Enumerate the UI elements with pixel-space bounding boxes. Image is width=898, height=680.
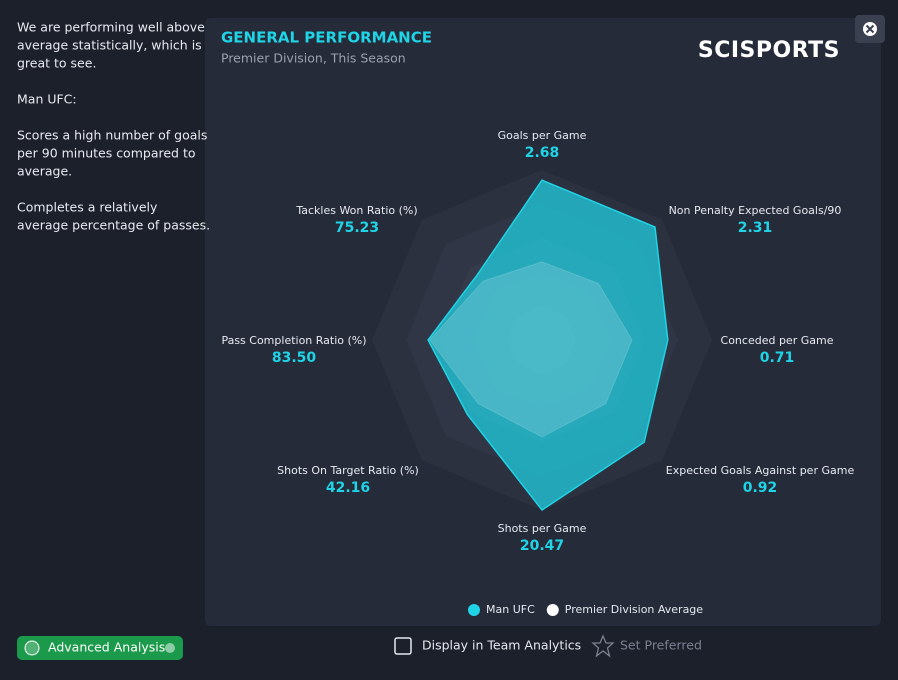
- display-label[interactable]: Display in Team Analytics: [422, 638, 581, 653]
- radar-area: [427, 179, 669, 512]
- close-cross[interactable]: [865, 24, 875, 34]
- left-text: average percentage of passes.: [17, 218, 210, 233]
- left-text: great to see.: [17, 56, 96, 71]
- advanced-bg[interactable]: [17, 636, 183, 660]
- info-icon[interactable]: [165, 643, 175, 653]
- legend-dot: [546, 604, 559, 616]
- axis-value: 75.23: [335, 220, 379, 236]
- checkbox[interactable]: [394, 637, 412, 655]
- left-text: Man UFC:: [17, 92, 77, 107]
- brand: SCISPORTS: [698, 38, 840, 63]
- radar-plot: [427, 179, 669, 512]
- preferred-label[interactable]: Set Preferred: [620, 638, 702, 653]
- left-text: average statistically, which is: [17, 38, 202, 53]
- axis-name: Expected Goals Against per Game: [666, 464, 855, 477]
- axis-value: 83.50: [272, 350, 317, 366]
- axis-value: 2.31: [738, 220, 773, 236]
- left-text: We are performing well above: [17, 20, 205, 35]
- axis-value: 42.16: [326, 480, 370, 496]
- axis-name: Non Penalty Expected Goals/90: [669, 204, 842, 217]
- chart-title: GENERAL PERFORMANCE: [221, 29, 432, 47]
- axis-value: 2.68: [525, 145, 560, 161]
- close-button[interactable]: [855, 15, 885, 43]
- display-toggle[interactable]: Display in Team Analytics: [394, 637, 581, 655]
- legend-label: Premier Division Average: [565, 603, 704, 616]
- left-text: Scores a high number of goals: [17, 128, 207, 143]
- left-text: Completes a relatively: [17, 200, 158, 215]
- radar-area: [429, 261, 633, 438]
- axis-value: 0.71: [760, 350, 795, 366]
- axis-value: 20.47: [520, 538, 564, 554]
- axis-name: Shots On Target Ratio (%): [277, 464, 419, 477]
- left-panel: We are performing well above average stat…: [17, 20, 210, 233]
- axis-value: 0.92: [743, 480, 778, 496]
- axis-name: Pass Completion Ratio (%): [221, 334, 366, 347]
- legend-label: Man UFC: [486, 603, 535, 616]
- advanced-analysis[interactable]: Advanced Analysis: [17, 636, 183, 660]
- left-text: per 90 minutes compared to: [17, 146, 196, 161]
- legend-dot: [468, 604, 480, 616]
- left-text: average.: [17, 164, 72, 179]
- star-icon[interactable]: [591, 634, 615, 658]
- advanced-icon[interactable]: [24, 640, 40, 656]
- set-preferred[interactable]: Set Preferred: [591, 634, 702, 658]
- radar-labels: Goals per Game 2.68 Non Penalty Expected G…: [221, 129, 854, 554]
- axis-name: Tackles Won Ratio (%): [295, 204, 417, 217]
- legend: Man UFC Premier Division Average: [468, 603, 703, 616]
- advanced-label[interactable]: Advanced Analysis: [48, 640, 165, 655]
- axis-name: Conceded per Game: [721, 334, 834, 347]
- axis-name: Shots per Game: [498, 522, 587, 535]
- chart-subtitle: Premier Division, This Season: [221, 51, 406, 66]
- axis-name: Goals per Game: [498, 129, 587, 142]
